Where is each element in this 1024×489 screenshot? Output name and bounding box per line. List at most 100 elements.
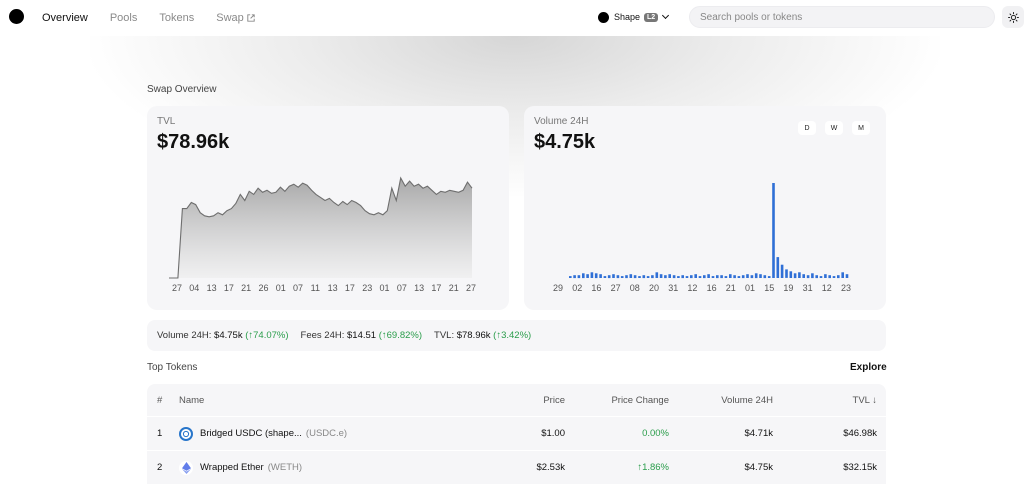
explore-link[interactable]: Explore	[850, 362, 887, 373]
stat-tvl-change: (↑3.42%)	[493, 330, 532, 341]
volume-bar	[819, 276, 823, 278]
tvl-x-tick: 17	[224, 283, 234, 293]
volume-bar	[668, 274, 671, 278]
tvl-chart[interactable]: 27 04 13 17 21 26 01 07 11 13 17 23 01 07 13 17 21 27	[147, 106, 509, 310]
tvl-x-tick: 01	[276, 283, 286, 293]
row-price: $1.00	[541, 428, 565, 439]
stat-tvl-label: TVL:	[434, 330, 455, 341]
row-name: Bridged USDC (shape... (USDC.e)	[179, 417, 347, 450]
volume-bar	[824, 274, 827, 278]
volume-bar	[582, 273, 585, 279]
volume-bar	[620, 276, 624, 278]
volume-x-tick: 20	[649, 283, 659, 293]
eth-icon	[179, 460, 193, 475]
row-index: 1	[157, 428, 163, 439]
volume-bar	[711, 276, 715, 278]
tvl-label: TVL	[157, 116, 176, 127]
volume-bar	[625, 275, 628, 279]
row-price-change: ↑1.86%	[637, 462, 669, 473]
row-price-change: 0.00%	[642, 428, 669, 439]
volume-value: $4.75k	[534, 131, 596, 153]
nav-tokens[interactable]: Tokens	[159, 12, 195, 24]
volume-bar	[664, 275, 667, 279]
volume-bar	[694, 274, 697, 278]
search-input[interactable]: Search pools or tokens	[689, 6, 995, 28]
col-name[interactable]: Name	[179, 394, 205, 406]
volume-x-tick: 12	[687, 283, 697, 293]
stat-tvl: TVL: $78.96k (↑3.42%)	[434, 330, 531, 341]
table-row[interactable]: 2 Wrapped Ether (WETH) $2.53k ↑1.86% $4.…	[147, 450, 886, 484]
volume-x-tick: 23	[841, 283, 851, 293]
volume-bar	[811, 273, 814, 279]
tvl-x-tick: 13	[414, 283, 424, 293]
volume-card: Volume 24H $4.75k D W M 29 02 16 27 08 20 31 12…	[524, 106, 886, 310]
swap-overview-title: Swap Overview	[147, 84, 217, 95]
nav-pools[interactable]: Pools	[109, 12, 138, 24]
tvl-card: TVL $78.96k 27 04 13 17 21 26 01 07 11 13 17 23 01 07…	[147, 106, 509, 310]
volume-bar	[806, 275, 810, 279]
theme-toggle-button[interactable]	[1002, 6, 1024, 28]
col-tvl[interactable]: TVL ↓	[852, 394, 877, 406]
volume-bar	[659, 274, 663, 278]
volume-bar	[772, 183, 775, 278]
volume-x-tick: 16	[591, 283, 601, 293]
nav-swap-label: Swap	[216, 12, 244, 24]
logo-icon[interactable]	[9, 9, 24, 24]
stat-volume-change: (↑74.07%)	[245, 330, 289, 341]
token-name: Bridged USDC (shape...	[200, 428, 302, 439]
search-placeholder: Search pools or tokens	[700, 11, 803, 23]
volume-bar	[720, 275, 723, 279]
table-row[interactable]: 1 Bridged USDC (shape... (USDC.e) $1.00 …	[147, 416, 886, 450]
stat-fees-label: Fees 24H:	[300, 330, 345, 341]
network-badge: L2	[644, 12, 659, 22]
top-tokens-title: Top Tokens	[147, 362, 198, 373]
volume-bar	[841, 272, 844, 278]
col-index: #	[157, 394, 163, 406]
volume-bar	[586, 274, 589, 278]
tvl-x-tick: 04	[189, 283, 199, 293]
tvl-x-tick: 13	[207, 283, 217, 293]
volume-x-tick: 12	[822, 283, 832, 293]
volume-bar	[707, 274, 710, 278]
row-volume: $4.75k	[744, 462, 773, 473]
volume-x-tick: 01	[745, 283, 755, 293]
timeframe-month-button[interactable]: M	[852, 121, 870, 135]
timeframe-week-button[interactable]: W	[825, 121, 843, 135]
tvl-x-tick: 01	[380, 283, 390, 293]
volume-bar	[594, 273, 598, 279]
volume-bar	[802, 274, 805, 278]
timeframe-day-button[interactable]: D	[798, 121, 816, 135]
token-symbol: (WETH)	[267, 462, 303, 473]
table-header: # Name Price Price Change Volume 24H TVL…	[147, 384, 886, 416]
col-price-change[interactable]: Price Change	[611, 394, 669, 406]
volume-x-tick: 08	[630, 283, 640, 293]
network-selector[interactable]: Shape L2	[598, 9, 670, 25]
volume-bar	[698, 276, 702, 278]
volume-bar	[573, 275, 576, 279]
nav-overview[interactable]: Overview	[42, 12, 88, 24]
volume-bar	[798, 272, 801, 278]
volume-bar	[741, 275, 745, 279]
tvl-x-tick: 21	[241, 283, 251, 293]
row-price: $2.53k	[536, 462, 565, 473]
volume-bar	[733, 275, 736, 279]
volume-x-tick: 19	[783, 283, 793, 293]
stat-fees-change: (↑69.82%)	[378, 330, 423, 341]
volume-bar	[638, 276, 641, 278]
volume-bar	[681, 275, 684, 279]
volume-bar	[785, 269, 788, 278]
tvl-x-tick: 23	[362, 283, 372, 293]
volume-bar	[612, 274, 615, 278]
nav-swap[interactable]: Swap	[216, 12, 255, 24]
volume-bar	[789, 271, 793, 278]
volume-x-tick: 02	[572, 283, 582, 293]
volume-bar	[603, 276, 607, 278]
volume-bar	[642, 275, 646, 279]
volume-chart[interactable]: 29 02 16 27 08 20 31 12 16 21 01 15 19 31 12 23	[524, 106, 886, 310]
stat-volume: Volume 24H: $4.75k (↑74.07%)	[157, 330, 289, 341]
timeframe-selector: D W M	[789, 121, 870, 135]
volume-bar	[832, 276, 836, 278]
col-volume[interactable]: Volume 24H	[721, 394, 773, 406]
external-link-icon	[247, 14, 255, 22]
col-price[interactable]: Price	[543, 394, 565, 406]
